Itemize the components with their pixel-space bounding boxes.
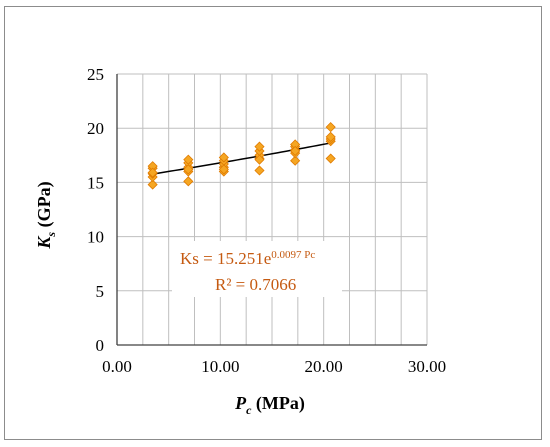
data-point <box>325 153 336 164</box>
trendline-annotation: Ks = 15.251e0.0097 Pc R² = 0.7066 <box>172 241 342 297</box>
y-tick-label: 5 <box>96 282 105 301</box>
grid-lines <box>116 73 428 346</box>
y-tick-label: 15 <box>87 173 104 192</box>
y-tick-labels: 0 5 10 15 20 25 <box>87 65 104 355</box>
scatter-chart: 0.00 10.00 20.00 30.00 0 5 10 15 20 25 Ks = 15.2… <box>34 65 446 417</box>
y-axis-subscript: s <box>44 232 58 238</box>
equation-exponent: 0.0097 Pc <box>271 249 315 261</box>
x-tick-label: 20.00 <box>305 357 343 376</box>
data-point <box>147 179 158 190</box>
data-points <box>147 122 336 190</box>
equation-base: Ks = 15.251e <box>180 249 271 268</box>
x-axis-symbol: P <box>234 393 247 413</box>
y-tick-label: 20 <box>87 119 104 138</box>
data-point <box>254 141 265 152</box>
x-tick-label: 0.00 <box>102 357 132 376</box>
data-point <box>183 164 194 175</box>
y-axis-unit: (GPa) <box>34 181 55 231</box>
axes <box>116 74 427 346</box>
data-point <box>218 152 229 163</box>
data-point <box>183 176 194 187</box>
chart-frame: 0.00 10.00 20.00 30.00 0 5 10 15 20 25 Ks = 15.2… <box>4 6 542 440</box>
data-point <box>218 164 229 175</box>
data-point <box>325 131 336 142</box>
data-point <box>254 165 265 176</box>
data-point <box>325 122 336 133</box>
x-axis-unit: (MPa) <box>251 393 304 414</box>
x-tick-label: 10.00 <box>201 357 239 376</box>
r-squared-label: R² = 0.7066 <box>215 275 296 294</box>
trendline <box>152 142 331 175</box>
x-axis-title: Pc (MPa) <box>234 393 305 417</box>
x-axis-subscript: c <box>246 403 252 417</box>
annotation-background <box>172 241 342 297</box>
data-point <box>147 167 158 178</box>
trendline-group <box>152 142 331 175</box>
data-point <box>290 145 301 157</box>
y-tick-label: 10 <box>87 228 104 247</box>
x-tick-label: 30.00 <box>408 357 446 376</box>
data-point <box>290 155 301 166</box>
trendline-equation: Ks = 15.251e0.0097 Pc <box>180 249 315 268</box>
data-point <box>183 154 194 165</box>
y-tick-label: 25 <box>87 65 104 84</box>
y-tick-label: 0 <box>96 336 105 355</box>
y-axis-symbol: K <box>34 235 54 250</box>
x-tick-labels: 0.00 10.00 20.00 30.00 <box>102 357 446 376</box>
data-point <box>254 154 265 165</box>
y-axis-title: Ks (GPa) <box>34 181 58 249</box>
